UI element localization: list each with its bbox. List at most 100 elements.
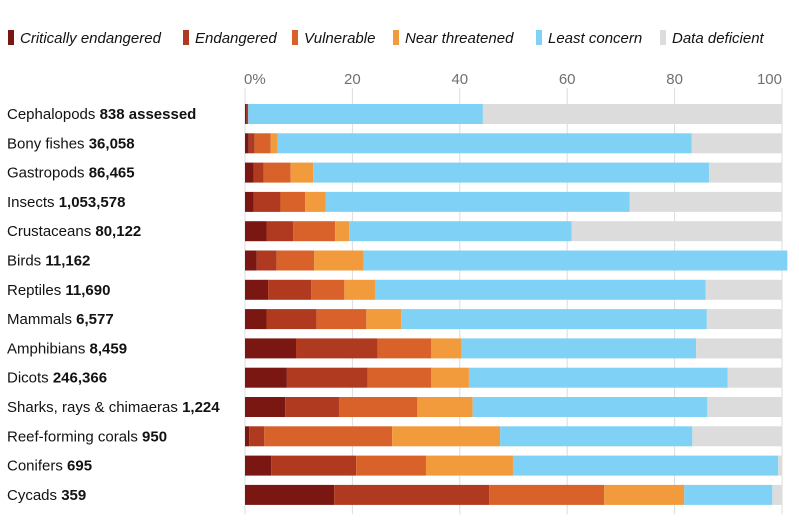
bar-segment bbox=[344, 279, 375, 300]
legend-swatch bbox=[536, 30, 542, 45]
legend-label: Endangered bbox=[195, 30, 277, 47]
x-tick-label: 20 bbox=[344, 71, 361, 88]
bar-row bbox=[245, 250, 788, 271]
category-label: Sharks, rays & chimaeras 1,224 bbox=[7, 399, 220, 416]
bar-segment bbox=[314, 250, 364, 271]
bar-row bbox=[245, 279, 782, 300]
bar-segment bbox=[692, 426, 782, 447]
bar-segment bbox=[604, 484, 685, 505]
category-count: 11,162 bbox=[45, 253, 90, 270]
bar-segment bbox=[245, 367, 287, 388]
bar-segment bbox=[482, 104, 782, 124]
category-count: 695 bbox=[67, 458, 92, 475]
legend-swatch bbox=[8, 30, 14, 45]
bar-segment bbox=[512, 455, 779, 476]
bar-row bbox=[245, 162, 782, 183]
category-name: Reptiles bbox=[7, 282, 65, 299]
bar-segment bbox=[245, 484, 335, 505]
bar-row bbox=[245, 367, 782, 388]
x-tick-label: 0% bbox=[244, 71, 266, 88]
category-count: 1,053,578 bbox=[59, 194, 126, 211]
legend-item: Least concern bbox=[536, 30, 642, 47]
category-name: Cycads bbox=[7, 487, 61, 504]
category-name: Reef-forming corals bbox=[7, 428, 142, 445]
category-name: Gastropods bbox=[7, 165, 89, 182]
legend-item: Vulnerable bbox=[292, 30, 375, 47]
bar-segment bbox=[266, 221, 294, 242]
bar-segment bbox=[245, 455, 272, 476]
x-tick-label: 40 bbox=[451, 71, 468, 88]
bar-segment bbox=[356, 455, 426, 476]
bar-segment bbox=[468, 367, 728, 388]
bar-row bbox=[245, 104, 782, 124]
category-label: Mammals 6,577 bbox=[7, 311, 114, 328]
bar-row bbox=[245, 133, 782, 154]
bar-row bbox=[245, 484, 782, 505]
legend-label: Critically endangered bbox=[20, 30, 162, 47]
category-count: 1,224 bbox=[182, 399, 220, 416]
bar-segment bbox=[349, 221, 572, 242]
bar-segment bbox=[461, 338, 697, 359]
category-label: Cycads 359 bbox=[7, 487, 86, 504]
bar-segment bbox=[772, 484, 782, 505]
bar-segment bbox=[431, 338, 462, 359]
bar-segment bbox=[263, 162, 291, 183]
category-count: 8,459 bbox=[90, 340, 128, 357]
bar-segment bbox=[280, 191, 306, 212]
category-label: Insects 1,053,578 bbox=[7, 194, 125, 211]
legend-item: Near threatened bbox=[393, 30, 514, 47]
bar-segment bbox=[253, 162, 264, 183]
bar-segment bbox=[401, 309, 707, 330]
bar-row bbox=[245, 426, 782, 447]
bar-segment bbox=[264, 426, 393, 447]
category-name: Dicots bbox=[7, 370, 53, 387]
bar-segment bbox=[706, 309, 782, 330]
bar-segment bbox=[253, 191, 281, 212]
bar-segment bbox=[417, 397, 473, 417]
bar-segment bbox=[363, 250, 788, 271]
category-label: Reptiles 11,690 bbox=[7, 282, 110, 299]
legend-label: Vulnerable bbox=[304, 30, 375, 47]
category-label: Cephalopods 838 assessed bbox=[7, 106, 196, 123]
category-label: Conifers 695 bbox=[7, 458, 92, 475]
bar-segment bbox=[245, 191, 254, 212]
bar-segment bbox=[268, 279, 312, 300]
bar-segment bbox=[727, 367, 782, 388]
bar-row bbox=[245, 455, 782, 476]
x-axis-ticks: 0% 20 40 60 80 100 bbox=[244, 71, 782, 88]
legend-swatch bbox=[183, 30, 189, 45]
category-labels: Cephalopods 838 assessed Bony fishes 36,0… bbox=[7, 106, 220, 504]
category-name: Birds bbox=[7, 253, 45, 270]
bar-segment bbox=[778, 455, 782, 476]
category-count: 80,122 bbox=[95, 223, 141, 240]
bar-segment bbox=[296, 338, 378, 359]
legend-item: Critically endangered bbox=[8, 30, 162, 47]
category-name: Conifers bbox=[7, 458, 67, 475]
bar-segment bbox=[248, 104, 483, 124]
bar-row bbox=[245, 191, 782, 212]
category-count: 359 bbox=[61, 487, 86, 504]
bar-segment bbox=[254, 133, 271, 154]
bar-segment bbox=[707, 397, 782, 417]
bar-segment bbox=[367, 367, 432, 388]
legend: Critically endangered Endangered Vulnerabl… bbox=[8, 30, 765, 47]
category-name: Insects bbox=[7, 194, 59, 211]
legend-label: Data deficient bbox=[672, 30, 765, 47]
bar-segment bbox=[708, 162, 782, 183]
bar-segment bbox=[335, 221, 350, 242]
bar-segment bbox=[313, 162, 709, 183]
category-count: 86,465 bbox=[89, 165, 135, 182]
legend-label: Near threatened bbox=[405, 30, 514, 47]
legend-item: Endangered bbox=[183, 30, 277, 47]
bar-segment bbox=[266, 309, 317, 330]
bar-segment bbox=[696, 338, 782, 359]
bar-segment bbox=[245, 279, 269, 300]
bar-segment bbox=[245, 426, 250, 447]
bar-row bbox=[245, 397, 782, 417]
bar-segment bbox=[245, 162, 254, 183]
bar-segment bbox=[305, 191, 326, 212]
bar-segment bbox=[245, 397, 286, 417]
bar-segment bbox=[285, 397, 339, 417]
x-tick-label: 80 bbox=[666, 71, 683, 88]
